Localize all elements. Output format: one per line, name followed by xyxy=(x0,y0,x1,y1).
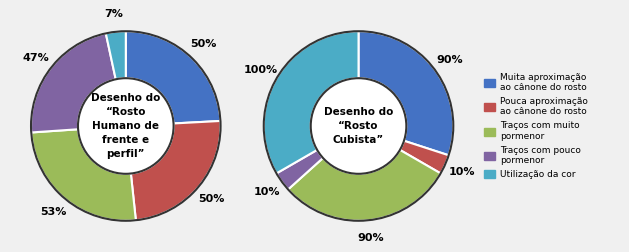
Text: 53%: 53% xyxy=(40,207,67,217)
Wedge shape xyxy=(400,141,448,173)
Wedge shape xyxy=(106,31,126,79)
Wedge shape xyxy=(31,33,116,133)
Wedge shape xyxy=(264,31,359,173)
Wedge shape xyxy=(276,150,323,190)
Wedge shape xyxy=(31,129,136,221)
Text: Desenho do
“Rosto
Humano de
frente e
perfil”: Desenho do “Rosto Humano de frente e per… xyxy=(91,93,160,159)
Wedge shape xyxy=(131,121,221,220)
Text: 90%: 90% xyxy=(357,233,384,243)
Text: 47%: 47% xyxy=(22,53,49,63)
Text: Desenho do
“Rosto
Cubista”: Desenho do “Rosto Cubista” xyxy=(324,107,393,145)
Text: 10%: 10% xyxy=(254,187,281,197)
Wedge shape xyxy=(359,31,454,155)
Text: 10%: 10% xyxy=(448,167,475,177)
Circle shape xyxy=(311,78,406,174)
Legend: Muita aproximação
ao cânone do rosto, Pouca aproximação
ao cânone do rosto, Traç: Muita aproximação ao cânone do rosto, Po… xyxy=(482,71,589,181)
Text: 50%: 50% xyxy=(199,194,225,204)
Text: 100%: 100% xyxy=(243,65,278,75)
Wedge shape xyxy=(126,31,220,123)
Text: 50%: 50% xyxy=(191,39,216,49)
Circle shape xyxy=(78,78,174,174)
Wedge shape xyxy=(288,150,441,221)
Text: 90%: 90% xyxy=(437,55,463,65)
Text: 7%: 7% xyxy=(104,9,123,19)
